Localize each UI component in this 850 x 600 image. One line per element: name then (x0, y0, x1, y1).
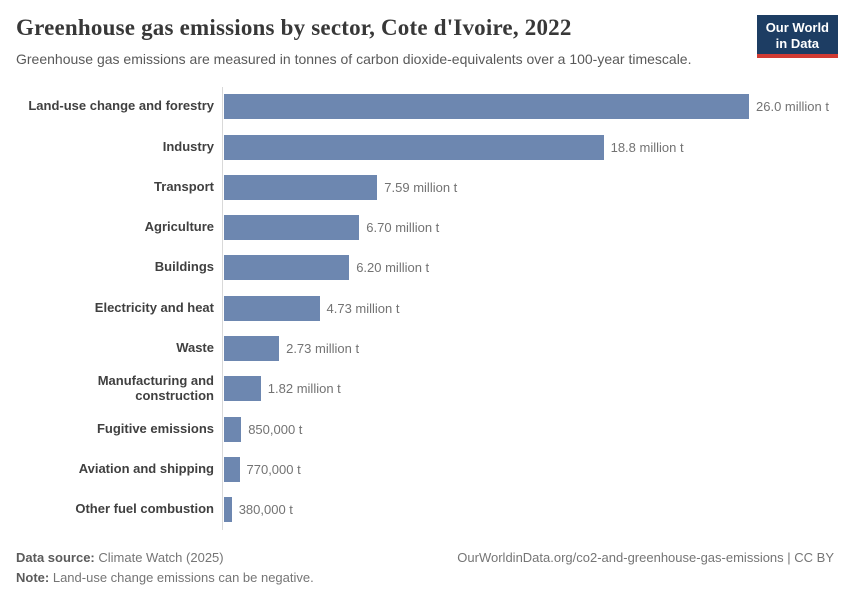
bar[interactable] (224, 336, 280, 362)
bar[interactable] (224, 215, 360, 241)
bar-area: 6.20 million t (222, 247, 834, 289)
chart-row: Manufacturing and construction 1.82 mill… (16, 368, 834, 409)
bar[interactable] (224, 174, 378, 200)
header: Greenhouse gas emissions by sector, Cote… (0, 0, 850, 69)
value-label: 7.59 million t (384, 179, 458, 195)
value-label: 6.70 million t (366, 220, 440, 236)
bar-area: 18.8 million t (222, 126, 834, 168)
value-label: 2.73 million t (286, 341, 360, 357)
category-label[interactable]: Buildings (154, 259, 214, 275)
header-text: Greenhouse gas emissions by sector, Cote… (16, 15, 692, 69)
data-source-label: Data source: (16, 549, 95, 565)
bar-area: 4.73 million t (222, 288, 834, 329)
category-label[interactable]: Other fuel combustion (75, 501, 214, 517)
bar-area: 2.73 million t (222, 328, 834, 369)
owid-logo-line2: in Data (775, 35, 820, 51)
bar-area: 380,000 t (222, 489, 834, 530)
bar-area: 770,000 t (222, 449, 834, 490)
spacer (0, 530, 850, 548)
category-label[interactable]: Manufacturing and construction (97, 372, 214, 403)
footer: Data source: Climate Watch (2025) Note: … (0, 548, 850, 600)
value-label: 380,000 t (238, 502, 293, 518)
owid-url-link[interactable]: OurWorldinData.org/co2-and-greenhouse-ga… (457, 549, 834, 565)
data-source-line: Data source: Climate Watch (2025) (16, 548, 314, 568)
page-title: Greenhouse gas emissions by sector, Cote… (16, 15, 572, 40)
chart-subtitle: Greenhouse gas emissions are measured in… (16, 51, 692, 68)
chart-row: Fugitive emissions 850,000 t (16, 409, 834, 450)
value-label: 26.0 million t (756, 99, 829, 115)
bar-chart: Land-use change and forestry 26.0 millio… (16, 86, 834, 530)
chart-row: Land-use change and forestry 26.0 millio… (16, 86, 834, 127)
owid-logo-line1: Our World (765, 20, 829, 35)
value-label: 4.73 million t (326, 300, 400, 316)
chart-row: Aviation and shipping 770,000 t (16, 449, 834, 490)
chart-row: Industry 18.8 million t (16, 126, 834, 168)
category-label[interactable]: Waste (176, 340, 214, 356)
chart-row: Agriculture 6.70 million t (16, 207, 834, 248)
bar-area: 26.0 million t (222, 86, 834, 127)
bar[interactable] (224, 255, 350, 281)
footer-right: OurWorldinData.org/co2-and-greenhouse-ga… (457, 548, 834, 568)
bar[interactable] (224, 416, 242, 442)
value-label: 770,000 t (246, 461, 301, 477)
bar[interactable] (224, 376, 261, 402)
data-source-value: Climate Watch (2025) (98, 549, 224, 565)
bar[interactable] (224, 94, 749, 120)
value-label: 6.20 million t (356, 260, 430, 276)
category-label[interactable]: Electricity and heat (94, 299, 214, 315)
value-label: 1.82 million t (267, 381, 341, 397)
note-line: Note: Land-use change emissions can be n… (16, 568, 314, 588)
category-label[interactable]: Agriculture (144, 219, 214, 235)
footer-left: Data source: Climate Watch (2025) Note: … (16, 548, 314, 588)
bar-area: 850,000 t (222, 409, 834, 450)
chart-row: Buildings 6.20 million t (16, 247, 834, 289)
chart-row: Electricity and heat 4.73 million t (16, 288, 834, 329)
category-label[interactable]: Industry (162, 138, 214, 154)
value-label: 18.8 million t (610, 139, 684, 155)
category-label[interactable]: Aviation and shipping (78, 460, 214, 476)
chart-row: Transport 7.59 million t (16, 167, 834, 208)
bar-area: 6.70 million t (222, 207, 834, 248)
category-label[interactable]: Transport (154, 178, 214, 194)
category-label[interactable]: Land-use change and forestry (28, 98, 214, 114)
bar-area: 1.82 million t (222, 368, 834, 409)
note-label: Note: (16, 569, 50, 585)
bar[interactable] (224, 456, 240, 482)
chart-row: Waste 2.73 million t (16, 328, 834, 369)
note-value: Land-use change emissions can be negativ… (52, 569, 314, 585)
category-label[interactable]: Fugitive emissions (96, 420, 214, 436)
chart-row: Other fuel combustion 380,000 t (16, 489, 834, 530)
bar[interactable] (224, 497, 232, 523)
bar[interactable] (224, 295, 320, 321)
bar-area: 7.59 million t (222, 167, 834, 208)
value-label: 850,000 t (248, 421, 303, 437)
owid-logo[interactable]: Our World in Data (756, 15, 838, 59)
bar[interactable] (224, 134, 604, 160)
